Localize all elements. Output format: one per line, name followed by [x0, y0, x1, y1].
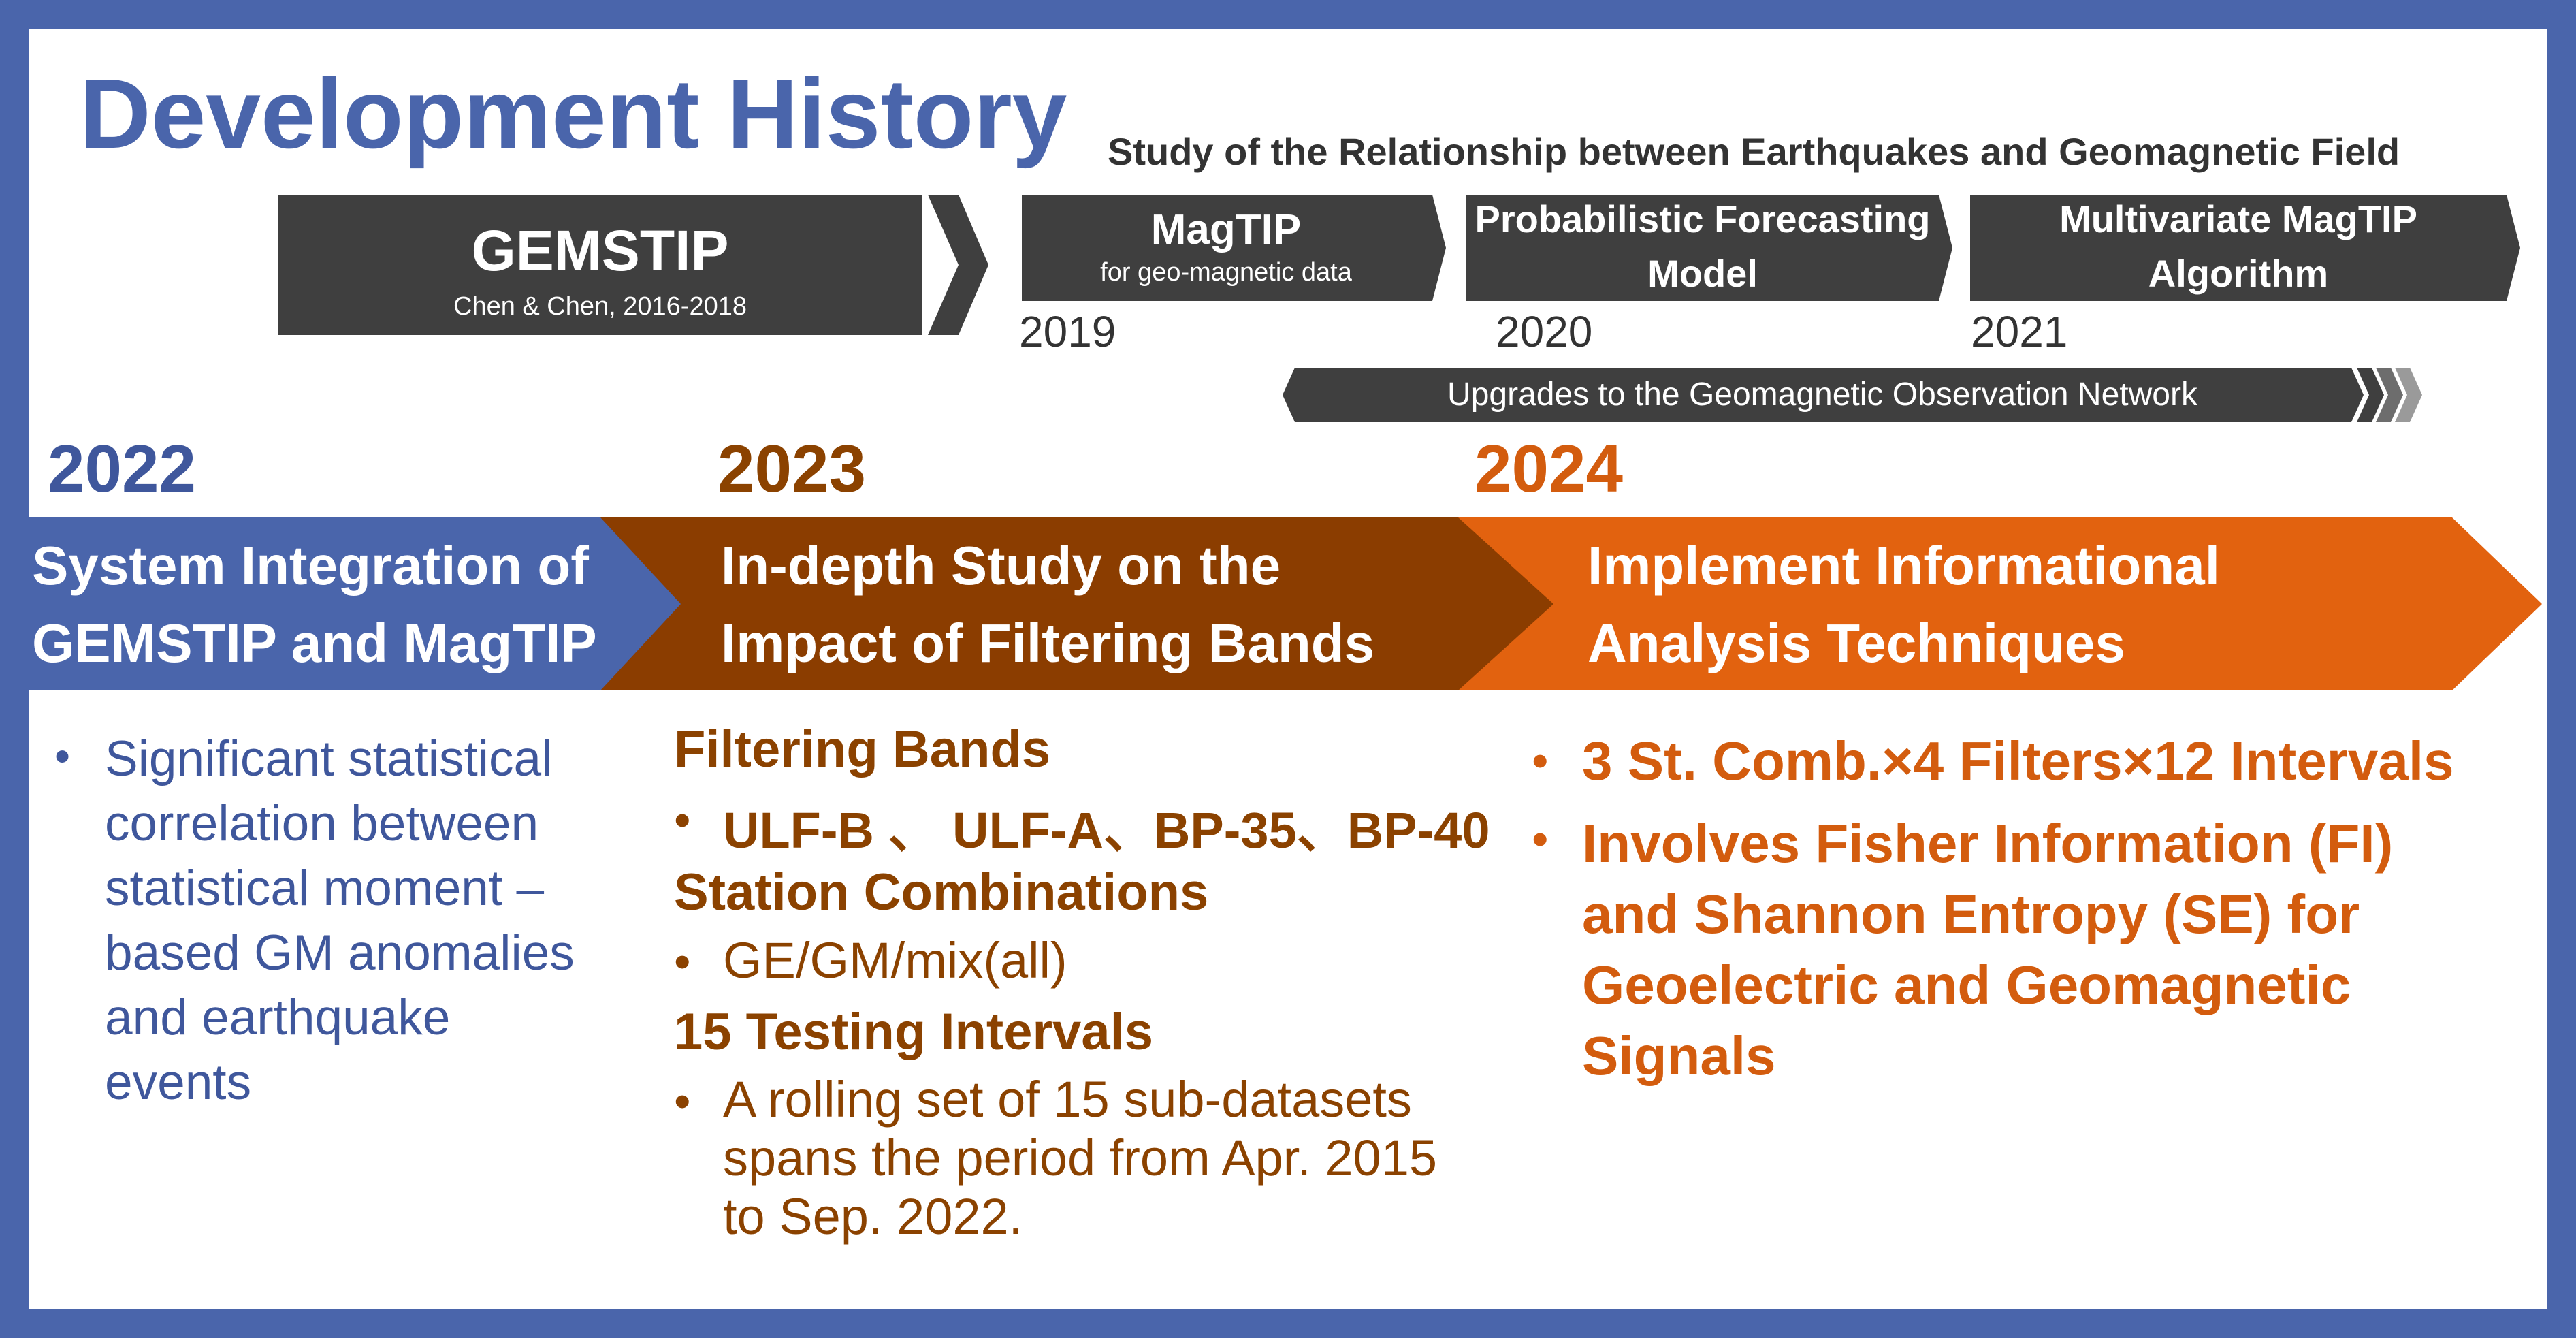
- year-2024: 2024: [1475, 431, 1624, 506]
- year-2019: 2019: [1019, 307, 1116, 356]
- network-bar-label: Upgrades to the Geomagnetic Observation …: [1447, 377, 2197, 413]
- band-2022: [29, 517, 681, 690]
- p2024-bullet-2: Involves Fisher Information (FI) and Sha…: [1582, 808, 2393, 1092]
- year-2021: 2021: [1971, 307, 2068, 356]
- p2022-bullet-line: statistical moment –: [105, 861, 545, 916]
- gemstip-block: [278, 195, 922, 335]
- band-2023-title-line1: In-depth Study on the: [721, 535, 1281, 596]
- multivariate-label-line1: Multivariate MagTIP: [2059, 197, 2417, 240]
- p2022-bullet-line: based GM anomalies: [105, 925, 575, 981]
- network-chevron-2: [2376, 368, 2403, 422]
- gemstip-note: Chen & Chen, 2016-2018: [453, 292, 747, 321]
- network-chevron-3: [2395, 368, 2422, 422]
- p2024-bullet-2-line: and Shannon Entropy (SE) for: [1582, 884, 2360, 944]
- magtip-note: for geo-magnetic data: [1100, 258, 1352, 287]
- forecasting-label-line1: Probabilistic Forecasting: [1475, 197, 1931, 240]
- band-2022-title-line1: System Integration of: [32, 535, 589, 596]
- forecasting-block: [1466, 195, 1952, 301]
- band-2023: [600, 517, 1553, 690]
- filtering-bands-heading: Filtering Bands: [674, 720, 1051, 778]
- slide-canvas: Development History Study of the Relatio…: [29, 29, 2547, 1309]
- year-2023: 2023: [718, 431, 867, 506]
- network-chevron-1: [2357, 368, 2384, 422]
- timeline-shapes: [29, 195, 2542, 690]
- multivariate-block: [1970, 195, 2520, 301]
- p2022-bullet-line: and earthquake: [105, 990, 451, 1045]
- band-2024-title-line1: Implement Informational: [1588, 535, 2220, 596]
- testing-intervals-line: spans the period from Apr. 2015: [723, 1130, 1438, 1186]
- bullet-dot-icon: •: [674, 1074, 691, 1128]
- gemstip-chevron: [928, 195, 988, 335]
- band-2024-title-line2: Analysis Techniques: [1588, 613, 2125, 673]
- testing-intervals-line: A rolling set of 15 sub-datasets: [723, 1071, 1412, 1128]
- network-bar: [1283, 368, 2364, 422]
- p2022-bullet: Significant statistical correlation betw…: [105, 727, 575, 1115]
- station-combinations-heading: Station Combinations: [674, 863, 1209, 921]
- bullet-dot-icon: •: [674, 935, 691, 988]
- bullet-dot-icon: •: [674, 793, 691, 846]
- testing-intervals-line: to Sep. 2022.: [723, 1188, 1023, 1245]
- year-2020: 2020: [1496, 307, 1593, 356]
- testing-intervals-heading: 15 Testing Intervals: [674, 1003, 1153, 1061]
- p2022-bullet-line: events: [105, 1055, 252, 1110]
- forecasting-label-line2: Model: [1647, 252, 1758, 295]
- p2022-bullet-line: Significant statistical: [105, 731, 553, 786]
- band-2023-title-line2: Impact of Filtering Bands: [721, 613, 1375, 673]
- page-title: Development History: [80, 59, 1067, 169]
- p2024-bullet-2-line: Involves Fisher Information (FI): [1582, 813, 2394, 874]
- multivariate-label-line2: Algorithm: [2148, 252, 2329, 295]
- p2024-bullet-2-line: Signals: [1582, 1025, 1776, 1086]
- magtip-block: [1022, 195, 1446, 301]
- testing-intervals-item: A rolling set of 15 sub-datasets spans t…: [723, 1070, 1437, 1246]
- p2022-bullet-line: correlation between: [105, 796, 539, 851]
- p2024-bullet-1: 3 St. Comb.×4 Filters×12 Intervals: [1582, 731, 2454, 791]
- band-2022-title-line2: GEMSTIP and MagTIP: [32, 613, 597, 673]
- bullet-dot-icon: •: [1532, 734, 1549, 787]
- band-2024: [1458, 517, 2542, 690]
- p2024-bullet-2-line: Geoelectric and Geomagnetic: [1582, 955, 2351, 1015]
- bullet-dot-icon: •: [54, 731, 71, 781]
- magtip-label: MagTIP: [1150, 206, 1302, 253]
- bullet-dot-icon: •: [1532, 812, 1549, 865]
- timeline-subtitle: Study of the Relationship between Earthq…: [1108, 130, 2400, 173]
- gemstip-label: GEMSTIP: [471, 219, 729, 283]
- station-combinations-item: GE/GM/mix(all): [723, 932, 1067, 989]
- filtering-bands-item: ULF-B 、 ULF-A、BP-35、BP-40: [723, 802, 1490, 859]
- year-2022: 2022: [48, 431, 197, 506]
